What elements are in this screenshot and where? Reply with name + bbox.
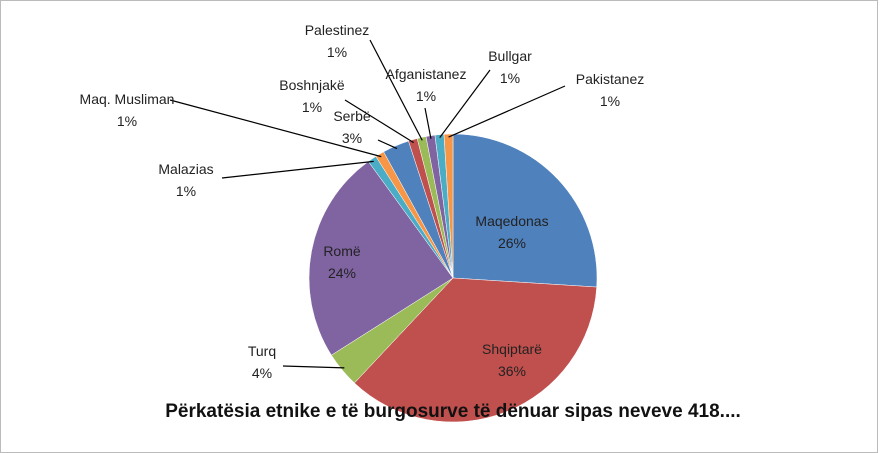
chart-title: Përkatësia etnike e të burgosurve të dën…: [165, 401, 741, 422]
leader-line: [377, 139, 398, 150]
leader-line: [439, 69, 491, 138]
slice-label-value: 1%: [600, 93, 620, 109]
slice-label: Maqedonas 26%: [475, 213, 548, 251]
pie-slice: [308, 161, 454, 356]
leader-line: [369, 39, 423, 141]
slice-label-name: Shqiptarë: [482, 341, 542, 357]
slice-label: Shqiptarë 36%: [482, 341, 542, 379]
pie-slice: [443, 133, 454, 279]
slice-label-name: Boshnjakë: [279, 77, 345, 93]
pie-slice: [452, 133, 598, 288]
slice-label-name: Turq: [248, 343, 276, 359]
slice-label-value: 1%: [176, 183, 196, 199]
slice-label-value: 1%: [416, 88, 436, 104]
slice-label-value: 3%: [342, 130, 362, 146]
slice-label-value: 1%: [117, 113, 137, 129]
leader-line: [448, 85, 566, 138]
slice-label-name: Maq. Musliman: [80, 91, 175, 107]
leader-line: [344, 99, 414, 144]
slice-label-name: Afganistanez: [386, 66, 467, 82]
slice-label-value: 4%: [252, 365, 272, 381]
slice-label-value: 1%: [302, 99, 322, 115]
slice-label: Serbë 3%: [333, 108, 371, 146]
slice-label-name: Serbë: [333, 108, 371, 124]
leader-line: [282, 365, 345, 369]
slice-label-name: Palestinez: [305, 22, 370, 38]
slice-label: Afganistanez 1%: [386, 66, 467, 104]
slice-label: Malazias 1%: [158, 161, 213, 199]
leader-line: [169, 99, 382, 158]
slice-label-value: 26%: [498, 235, 526, 251]
pie-slice: [354, 277, 597, 423]
slice-label: Boshnjakë 1%: [279, 77, 345, 115]
slice-label-value: 24%: [328, 265, 356, 281]
slice-label-value: 1%: [327, 44, 347, 60]
slice-label-name: Malazias: [158, 161, 213, 177]
leader-line: [424, 107, 432, 139]
slice-label-name: Maqedonas: [475, 213, 548, 229]
slice-label: Maq. Musliman 1%: [80, 91, 175, 129]
slice-label-value: 1%: [500, 70, 520, 86]
slice-label: Bullgar 1%: [488, 48, 532, 86]
slice-label-name: Romë: [323, 243, 361, 259]
slice-label: Turq 4%: [248, 343, 276, 381]
leader-line: [221, 160, 374, 179]
slice-label: Palestinez 1%: [305, 22, 370, 60]
slice-label-name: Pakistanez: [576, 71, 644, 87]
slice-label: Pakistanez 1%: [576, 71, 644, 109]
slice-label-name: Bullgar: [488, 48, 532, 64]
slice-label-value: 36%: [498, 363, 526, 379]
slice-label: Romë 24%: [323, 243, 361, 281]
